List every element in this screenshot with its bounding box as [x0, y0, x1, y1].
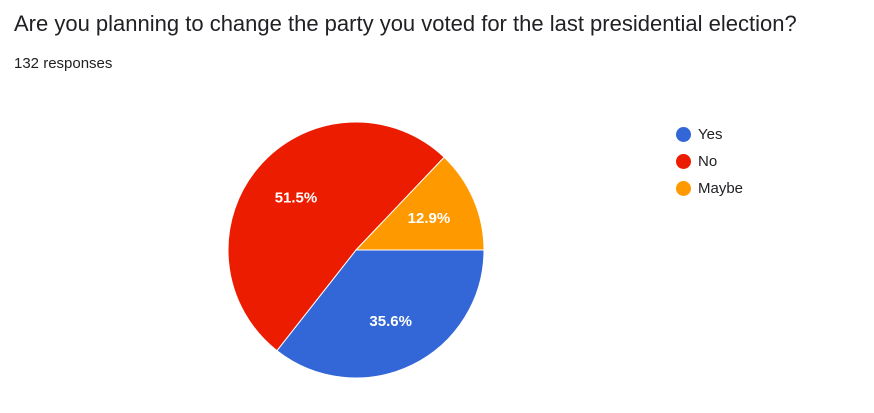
response-count: 132 responses [14, 55, 113, 72]
legend-item-no[interactable]: No [676, 148, 743, 175]
slice-label-yes: 35.6% [369, 313, 412, 330]
legend-item-yes[interactable]: Yes [676, 121, 743, 148]
legend-label-no: No [698, 153, 718, 170]
pie-slice-maybe[interactable] [354, 156, 485, 251]
pie-slice-yes[interactable] [276, 249, 485, 379]
pie-slice-no[interactable] [227, 121, 445, 352]
chart-legend: Yes No Maybe [676, 121, 743, 202]
question-title: Are you planning to change the party you… [14, 11, 797, 36]
slice-label-no: 51.5% [275, 190, 318, 207]
slice-label-maybe: 12.9% [408, 210, 451, 227]
legend-label-yes: Yes [698, 126, 723, 143]
legend-swatch-maybe [676, 181, 691, 196]
legend-item-maybe[interactable]: Maybe [676, 175, 743, 202]
legend-label-maybe: Maybe [698, 180, 744, 197]
legend-swatch-no [676, 154, 691, 169]
legend-swatch-yes [676, 127, 691, 142]
